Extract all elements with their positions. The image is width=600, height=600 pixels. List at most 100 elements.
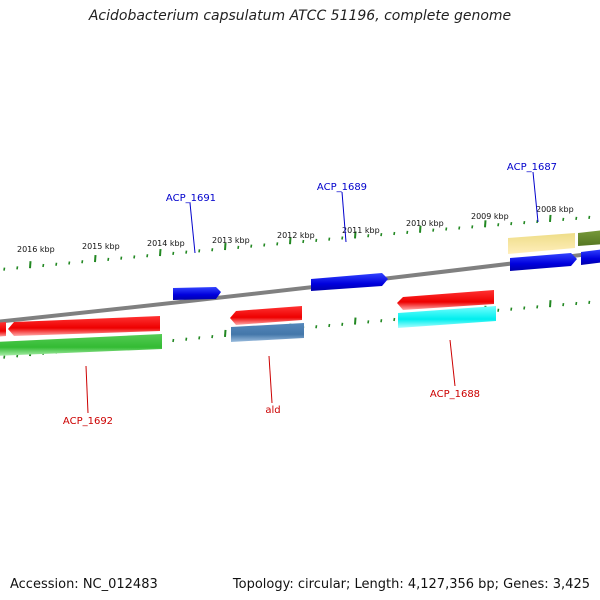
outer-tick xyxy=(562,217,565,222)
gene-acp1687[interactable] xyxy=(510,253,577,271)
outer-tick xyxy=(250,244,253,248)
outer-tick xyxy=(198,249,201,253)
outer-tick xyxy=(263,243,266,247)
gene-ald[interactable] xyxy=(230,306,302,325)
scale-label-2009: 2009 kbp xyxy=(471,212,509,221)
outer-tick xyxy=(120,256,123,260)
leader-acp1689 xyxy=(341,191,347,243)
inner-tick xyxy=(224,329,227,337)
inner-tick xyxy=(523,306,526,310)
outer-tick xyxy=(68,261,71,265)
leader-acp1691 xyxy=(189,202,196,254)
leader-acp1688 xyxy=(449,339,456,387)
gene-acp1691[interactable] xyxy=(173,287,221,300)
inner-tick xyxy=(393,317,396,322)
inner-tick xyxy=(588,300,591,305)
outer-tick xyxy=(445,227,448,231)
outer-tick xyxy=(107,257,110,261)
label-acp1689: ACP_1689 xyxy=(317,182,367,193)
leader-ald xyxy=(268,355,273,404)
outer-tick xyxy=(224,242,227,251)
inner-tick xyxy=(562,302,565,307)
outer-tick xyxy=(367,234,370,238)
outer-tick xyxy=(94,255,97,263)
label-acp1692: ACP_1692 xyxy=(63,416,113,427)
outer-tick xyxy=(419,225,422,233)
outer-tick xyxy=(172,251,175,255)
accession-text: Accession: NC_012483 xyxy=(10,577,158,592)
gene-reverse-edge[interactable] xyxy=(0,322,6,337)
inner-tick xyxy=(185,337,188,341)
inner-tick xyxy=(315,325,318,329)
gene-steel[interactable] xyxy=(231,323,304,342)
outer-tick xyxy=(328,237,331,241)
outer-tick xyxy=(42,263,45,268)
outer-tick xyxy=(289,237,292,245)
outer-tick xyxy=(29,261,32,269)
outer-tick xyxy=(3,267,6,271)
outer-tick xyxy=(55,262,58,266)
gene-acp1688[interactable] xyxy=(397,290,494,310)
inner-tick xyxy=(536,305,539,309)
outer-tick xyxy=(458,226,461,230)
topology-summary: Topology: circular; Length: 4,127,356 bp… xyxy=(232,577,590,592)
label-ald: ald xyxy=(265,405,280,416)
inner-tick xyxy=(172,338,175,343)
outer-tick xyxy=(432,228,435,232)
inner-tick xyxy=(354,317,357,325)
leader-acp1687 xyxy=(532,171,539,223)
outer-tick xyxy=(159,248,162,257)
outer-tick xyxy=(81,260,84,264)
outer-tick xyxy=(237,245,240,249)
inner-tick xyxy=(3,355,6,359)
outer-tick xyxy=(471,225,474,229)
outer-tick xyxy=(575,216,578,221)
outer-tick xyxy=(497,223,500,227)
page-title: Acidobacterium capsulatum ATCC 51196, co… xyxy=(88,8,512,24)
scale-label-2015: 2015 kbp xyxy=(82,242,120,251)
scale-label-2008: 2008 kbp xyxy=(536,205,574,214)
outer-tick xyxy=(588,215,591,219)
inner-tick xyxy=(549,300,552,308)
gene-acp1692[interactable] xyxy=(8,316,160,336)
scale-label-2016: 2016 kbp xyxy=(17,245,55,254)
inner-tick xyxy=(510,307,513,311)
inner-tick xyxy=(575,301,578,306)
outer-tick xyxy=(549,214,552,223)
outer-tick xyxy=(341,236,344,240)
outer-tick xyxy=(406,230,409,234)
outer-tick xyxy=(276,242,279,246)
scale-label-2014: 2014 kbp xyxy=(147,239,185,248)
gene-forward-edge[interactable] xyxy=(581,249,600,265)
gene-cyan[interactable] xyxy=(398,306,496,328)
inner-tick xyxy=(380,319,383,323)
outer-tick xyxy=(302,239,305,244)
outer-tick xyxy=(146,254,149,258)
label-acp1687: ACP_1687 xyxy=(507,162,557,173)
inner-tick xyxy=(211,335,214,339)
outer-tick xyxy=(354,231,357,239)
outer-tick xyxy=(133,255,136,259)
inner-tick xyxy=(198,336,201,340)
scale-label-2012: 2012 kbp xyxy=(277,231,315,240)
outer-tick-ring xyxy=(3,214,591,271)
outer-tick xyxy=(510,222,513,226)
outer-tick xyxy=(16,266,19,270)
gene-yellow[interactable] xyxy=(508,233,575,254)
scale-label-2010: 2010 kbp xyxy=(406,219,444,228)
gene-green[interactable] xyxy=(0,334,162,356)
scale-label-2013: 2013 kbp xyxy=(212,236,250,245)
scale-label-2011: 2011 kbp xyxy=(342,226,380,235)
outer-tick xyxy=(393,231,396,236)
leader-acp1692 xyxy=(85,365,89,414)
outer-tick xyxy=(185,250,188,254)
inner-tick xyxy=(341,322,344,326)
outer-tick xyxy=(211,248,214,252)
gene-acp1689[interactable] xyxy=(311,273,388,291)
gene-olive[interactable] xyxy=(578,230,600,246)
inner-tick xyxy=(328,323,331,328)
outer-tick xyxy=(380,232,383,237)
outer-tick xyxy=(523,220,526,225)
inner-tick xyxy=(497,308,500,312)
